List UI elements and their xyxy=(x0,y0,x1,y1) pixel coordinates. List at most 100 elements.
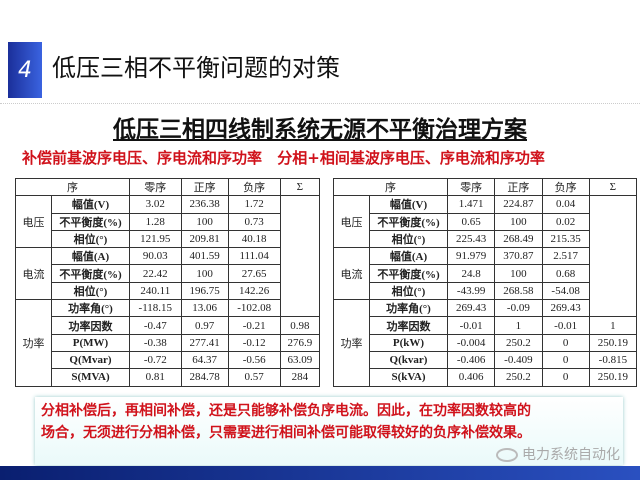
cell: -0.12 xyxy=(227,333,281,352)
caption-before: 补偿前基波序电压、序电流和序功率 xyxy=(22,149,263,167)
cell: -54.08 xyxy=(541,281,590,301)
cell: 100 xyxy=(494,212,543,231)
cell: 100 xyxy=(180,212,229,231)
cell: 0 xyxy=(541,333,590,352)
row-label: Q(Mvar) xyxy=(51,350,130,370)
cell xyxy=(279,247,321,265)
table-row: P(kW) -0.004 250.2 0 250.19 xyxy=(334,333,638,352)
row-label: 不平衡度(%) xyxy=(369,212,448,231)
table-row: P(MW) -0.38 277.41 -0.12 276.9 xyxy=(16,333,321,352)
cell: -0.004 xyxy=(446,333,496,352)
cell xyxy=(279,282,321,300)
row-label: 功率角(°) xyxy=(51,299,130,318)
cell: 215.35 xyxy=(541,229,590,249)
row-label: 功率角(°) xyxy=(369,299,448,318)
cell: 0 xyxy=(541,368,590,387)
cell: 0.68 xyxy=(541,264,590,283)
header-row: 序零序 正序 负序 Σ xyxy=(333,177,638,197)
table-row: 电压 幅值(V) 3.02 236.38 1.72 xyxy=(15,195,321,249)
cell: -0.01 xyxy=(446,316,496,335)
row-label: S(MVA) xyxy=(51,368,130,387)
column-header: 负序 xyxy=(227,177,281,197)
cell: 13.06 xyxy=(180,299,229,318)
cell: -102.08 xyxy=(227,299,281,318)
cell: 64.37 xyxy=(180,350,229,370)
cell xyxy=(588,247,638,265)
cell: 22.42 xyxy=(129,264,182,283)
cell: 268.58 xyxy=(494,281,543,301)
cell: 0.98 xyxy=(279,316,321,335)
table-row: 电压 幅值(V) 1.471 224.87 0.04 xyxy=(333,195,638,249)
cell: -0.47 xyxy=(129,316,182,335)
cell xyxy=(279,264,321,283)
cell: 284.78 xyxy=(180,368,229,387)
column-header: Σ xyxy=(588,177,638,197)
column-header: 序 xyxy=(333,177,448,197)
table-row: 不平衡度(%) 1.28 100 0.73 xyxy=(16,212,321,231)
cell: 100 xyxy=(494,264,543,283)
table-row: Q(kvar) -0.406 -0.409 0 -0.815 xyxy=(334,350,638,370)
column-header: 正序 xyxy=(180,177,229,197)
table-row: 电流 幅值(A) 91.979 370.87 2.517 xyxy=(333,247,638,301)
cell xyxy=(279,213,321,231)
column-header: Σ xyxy=(279,177,321,197)
cell xyxy=(588,195,638,214)
cell: 196.75 xyxy=(180,281,229,301)
table-row: 功率因数 -0.47 0.97 -0.21 0.98 xyxy=(16,316,321,335)
cell: 250.19 xyxy=(588,368,638,387)
cell: 121.95 xyxy=(129,229,182,249)
cell: 0 xyxy=(541,350,590,370)
cell: 224.87 xyxy=(494,195,543,214)
table-row: 功率因数 -0.01 1 -0.01 1 xyxy=(334,316,638,335)
cell: -0.01 xyxy=(541,316,590,335)
cell: 1.72 xyxy=(227,195,281,214)
column-header: 负序 xyxy=(541,177,590,197)
cell: -0.406 xyxy=(446,350,496,370)
cell xyxy=(588,230,638,248)
row-label: 相位(°) xyxy=(51,229,130,249)
cell: 225.43 xyxy=(446,229,496,249)
table-row: S(MVA) 0.81 284.78 0.57 284 xyxy=(16,368,321,387)
watermark-text: 电力系统自动化 xyxy=(522,447,620,463)
row-label: 功率因数 xyxy=(51,316,130,335)
cell: 91.979 xyxy=(446,247,496,266)
cell xyxy=(588,299,638,317)
cell: 250.2 xyxy=(494,333,543,352)
group-label: 功率 xyxy=(15,299,52,387)
table-row: 电流 幅值(A) 90.03 401.59 111.04 xyxy=(15,247,321,301)
cell: 63.09 xyxy=(279,350,321,370)
cell: 269.43 xyxy=(541,299,590,318)
row-label: S(kVA) xyxy=(369,368,448,387)
cell: -0.409 xyxy=(494,350,543,370)
cell: 100 xyxy=(180,264,229,283)
cell: 27.65 xyxy=(227,264,281,283)
table-row: 功率 功率角(°) 269.43 -0.09 269.43 xyxy=(333,299,638,387)
page-title: 低压三相不平衡问题的对策 xyxy=(52,54,340,82)
cell xyxy=(588,282,638,300)
row-label: 幅值(V) xyxy=(51,195,130,214)
row-label: 不平衡度(%) xyxy=(369,264,448,283)
cell: -0.72 xyxy=(129,350,182,370)
cell xyxy=(279,195,321,214)
wechat-icon xyxy=(496,448,518,462)
cell xyxy=(279,299,321,317)
row-label: Q(kvar) xyxy=(369,350,448,370)
cell: 40.18 xyxy=(227,229,281,249)
row-label: P(kW) xyxy=(369,333,448,352)
table-row: Q(Mvar) -0.72 64.37 -0.56 63.09 xyxy=(16,350,321,370)
table-row: 相位(°) 225.43 268.49 215.35 xyxy=(334,229,638,249)
cell: 3.02 xyxy=(129,195,182,214)
cell: -0.815 xyxy=(588,350,638,370)
group-label: 电流 xyxy=(333,247,370,301)
cell: -43.99 xyxy=(446,281,496,301)
table-row: 相位(°) -43.99 268.58 -54.08 xyxy=(334,281,638,301)
row-label: 幅值(A) xyxy=(51,247,130,266)
group-label: 电流 xyxy=(15,247,52,301)
cell: -118.15 xyxy=(129,299,182,318)
row-label: 不平衡度(%) xyxy=(51,212,130,231)
row-label: 功率因数 xyxy=(369,316,448,335)
cell: 111.04 xyxy=(227,247,281,266)
row-label: 相位(°) xyxy=(369,229,448,249)
cell: 250.2 xyxy=(494,368,543,387)
cell: 0.406 xyxy=(446,368,496,387)
